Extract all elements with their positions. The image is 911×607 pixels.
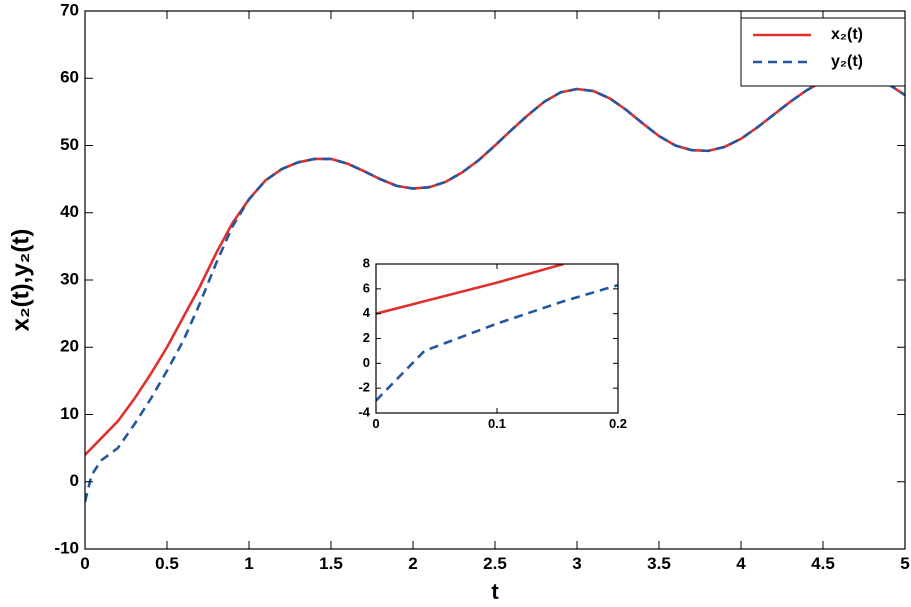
x-tick-label: 3 [572, 554, 581, 573]
y-tick-label: -2 [358, 380, 370, 395]
x-tick-label: 0 [80, 554, 89, 573]
y-tick-label: 60 [60, 68, 79, 87]
plot-area [376, 264, 618, 402]
plot-area [85, 72, 905, 503]
x-tick-label: 2 [408, 554, 417, 573]
y-tick-label: -4 [358, 404, 370, 419]
legend-label: x₂(t) [831, 26, 863, 43]
x-tick-label: 3.5 [647, 554, 671, 573]
x-tick-label: 4 [736, 554, 746, 573]
y-tick-label: 50 [60, 135, 79, 154]
y-tick-label: 30 [60, 269, 79, 288]
y-tick-label: 8 [363, 255, 370, 270]
y-tick-label: 0 [70, 471, 79, 490]
legend-label: y₂(t) [831, 53, 863, 70]
plot-background [376, 264, 618, 413]
x-tick-label: 5 [900, 554, 909, 573]
x-tick-label: 2.5 [483, 554, 507, 573]
y-tick-label: 40 [60, 202, 79, 221]
y-axis-label: x₂(t),y₂(t) [7, 229, 34, 332]
x-tick-label: 0.2 [609, 416, 627, 431]
y-tick-label: -10 [54, 538, 79, 557]
x-tick-label: 0.1 [488, 416, 506, 431]
series-line [85, 72, 905, 503]
y-tick-label: 0 [363, 355, 370, 370]
y-tick-label: 6 [363, 280, 370, 295]
x-tick-label: 1.5 [319, 554, 343, 573]
x-tick-label: 0.5 [155, 554, 179, 573]
y-tick-label: 4 [363, 305, 371, 320]
x-axis-label: t [491, 579, 499, 604]
series-line [376, 264, 564, 315]
legend-box [740, 17, 906, 87]
y-tick-label: 70 [60, 0, 79, 19]
y-tick-label: 10 [60, 404, 79, 423]
y-tick-label: 2 [363, 330, 370, 345]
x-tick-label: 4.5 [811, 554, 835, 573]
series-line [376, 283, 618, 402]
y-tick-label: 20 [60, 337, 79, 356]
x-tick-label: 0 [372, 416, 379, 431]
x-tick-label: 1 [244, 554, 253, 573]
